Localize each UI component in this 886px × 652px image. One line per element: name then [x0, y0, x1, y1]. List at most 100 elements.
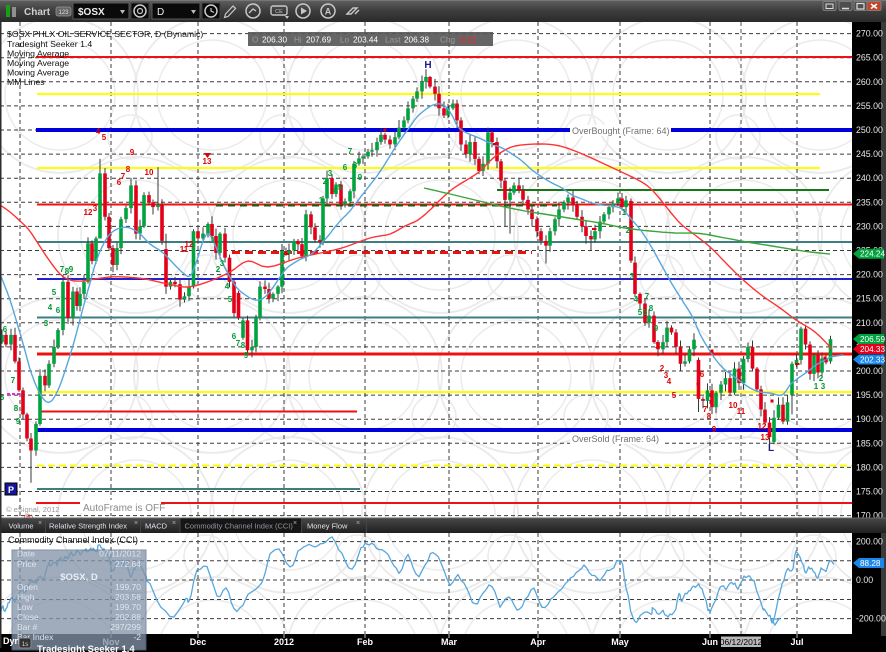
svg-text:5: 5 [0, 393, 5, 402]
svg-text:07/11/2012: 07/11/2012 [99, 549, 141, 559]
svg-text:272.64: 272.64 [115, 559, 141, 569]
svg-text:MACD: MACD [145, 522, 168, 531]
svg-text:Close: Close [17, 612, 39, 622]
svg-text:204.33: 204.33 [860, 345, 885, 354]
svg-text:4: 4 [96, 127, 101, 136]
svg-text:4: 4 [667, 377, 672, 386]
svg-text:6: 6 [3, 325, 8, 334]
svg-text:2: 2 [323, 177, 328, 186]
svg-text:© eSignal, 2012: © eSignal, 2012 [6, 505, 59, 514]
svg-text:8: 8 [649, 304, 654, 313]
svg-text:199.70: 199.70 [115, 602, 141, 612]
svg-text:230.00: 230.00 [856, 221, 883, 231]
svg-text:206.30: 206.30 [262, 36, 287, 45]
svg-text:8: 8 [126, 165, 131, 174]
svg-text:L: L [768, 443, 774, 454]
svg-text:5: 5 [638, 308, 643, 317]
svg-text:12: 12 [84, 208, 93, 217]
svg-text:Feb: Feb [357, 637, 374, 647]
svg-text:Moving Average: Moving Average [7, 49, 69, 59]
svg-text:12: 12 [758, 422, 767, 431]
svg-text:Jul: Jul [790, 637, 803, 647]
svg-text:Tradesight Seeker 1.4: Tradesight Seeker 1.4 [37, 644, 135, 652]
svg-text:5: 5 [102, 133, 107, 142]
svg-text:2: 2 [626, 226, 631, 235]
svg-text:Dec: Dec [190, 637, 207, 647]
svg-text:202.88: 202.88 [115, 612, 141, 622]
svg-text:Tradesight Seeker 1.4: Tradesight Seeker 1.4 [7, 39, 92, 49]
svg-text:Commodity Channel Index (CCI): Commodity Channel Index (CCI) [185, 522, 294, 531]
svg-text:$OSX, D: $OSX, D [60, 572, 98, 583]
svg-text:2: 2 [216, 265, 221, 274]
svg-text:185.00: 185.00 [856, 438, 883, 448]
svg-text:170.00: 170.00 [856, 511, 883, 521]
svg-text:10: 10 [729, 401, 738, 410]
svg-text:5: 5 [52, 288, 57, 297]
svg-text:240.00: 240.00 [856, 173, 883, 183]
svg-text:199.70: 199.70 [115, 582, 141, 592]
svg-text:$OSX PHLX OIL SERVICE SECTOR,: $OSX PHLX OIL SERVICE SECTOR, D (Dynamic… [7, 29, 203, 39]
svg-text:9: 9 [69, 265, 74, 274]
svg-text:6: 6 [56, 306, 61, 315]
svg-text:12: 12 [185, 240, 194, 249]
svg-text:8: 8 [14, 404, 19, 413]
svg-text:297/299: 297/299 [110, 622, 141, 632]
svg-text:1: 1 [814, 382, 819, 391]
svg-text:9: 9 [130, 148, 135, 157]
svg-text:5: 5 [672, 391, 677, 400]
svg-text:0.00: 0.00 [856, 575, 873, 585]
svg-text:Dyn: Dyn [3, 636, 20, 646]
svg-text:4: 4 [333, 186, 338, 195]
svg-text:7: 7 [645, 292, 650, 301]
svg-text:High: High [17, 592, 35, 602]
svg-text:$OSX: $OSX [78, 7, 105, 18]
svg-text:235.00: 235.00 [856, 197, 883, 207]
svg-text:Price: Price [17, 559, 37, 569]
svg-text:Apr: Apr [530, 637, 546, 647]
svg-text:5: 5 [338, 183, 343, 192]
svg-text:3: 3 [44, 319, 49, 328]
svg-text:4: 4 [225, 282, 230, 291]
svg-text:9: 9 [654, 324, 659, 333]
svg-text:Moving Average: Moving Average [7, 68, 69, 78]
svg-text:220.00: 220.00 [856, 270, 883, 280]
svg-text:9: 9 [358, 173, 363, 182]
svg-text:6: 6 [700, 370, 705, 379]
svg-text:245.00: 245.00 [856, 149, 883, 159]
svg-text:Date: Date [17, 549, 35, 559]
svg-text:-200.00: -200.00 [856, 614, 886, 624]
svg-text:P: P [8, 485, 14, 495]
svg-text:10: 10 [145, 168, 154, 177]
svg-text:6: 6 [343, 163, 348, 172]
svg-text:203.58: 203.58 [115, 592, 141, 602]
svg-text:11: 11 [737, 407, 746, 416]
svg-text:202.33: 202.33 [860, 356, 885, 365]
svg-text:255.00: 255.00 [856, 101, 883, 111]
svg-text:CE: CE [275, 9, 283, 15]
svg-text:8: 8 [353, 161, 358, 170]
svg-text:265.00: 265.00 [856, 53, 883, 63]
svg-text:7: 7 [60, 265, 65, 274]
svg-text:4: 4 [48, 303, 53, 312]
svg-text:Bar Index: Bar Index [17, 632, 54, 642]
svg-text:Bar #: Bar # [17, 622, 38, 632]
svg-text:7: 7 [236, 339, 241, 348]
svg-text:195.00: 195.00 [856, 390, 883, 400]
svg-text:H: H [424, 60, 431, 71]
svg-text:×: × [172, 520, 176, 527]
svg-text:Last: Last [385, 36, 401, 45]
svg-text:×: × [134, 520, 138, 527]
svg-text:6: 6 [232, 332, 237, 341]
svg-text:×: × [356, 520, 360, 527]
svg-text:215.00: 215.00 [856, 294, 883, 304]
svg-text:06/12/2012: 06/12/2012 [720, 637, 763, 647]
svg-text:3: 3 [630, 272, 635, 281]
svg-text:7: 7 [121, 172, 126, 181]
svg-text:1s: 1s [22, 641, 30, 648]
svg-text:11: 11 [180, 245, 189, 254]
svg-text:8: 8 [707, 412, 712, 421]
svg-text:206.59: 206.59 [860, 335, 885, 344]
svg-text:Volume: Volume [9, 522, 34, 531]
svg-text:2: 2 [660, 364, 665, 373]
svg-text:200.00: 200.00 [856, 366, 883, 376]
